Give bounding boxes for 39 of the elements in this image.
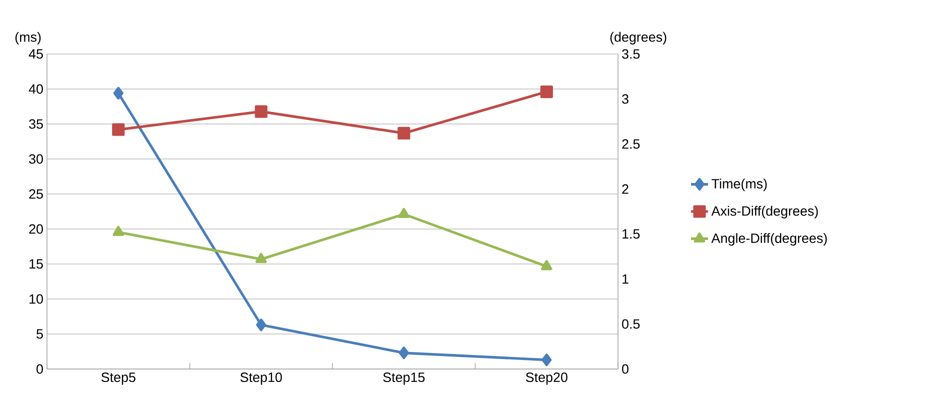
y2-tick-label: 2 [622,184,628,194]
y-tick-label: 5 [36,329,43,339]
point [398,126,410,140]
legend-label: Angle-Diff(degrees) [711,233,827,246]
y-tick-label: 30 [29,154,43,164]
y-tick-label: 45 [28,49,43,59]
x-tick-label: Step15 [383,372,425,385]
point [112,226,124,236]
point [542,354,552,366]
point [112,123,125,136]
y2-tick-label: 1.5 [622,229,640,239]
x-tick-label: Step10 [240,372,282,385]
y2-tick-label: 0 [622,364,628,374]
y-tick-label: 20 [29,224,43,234]
x-tick-label: Step5 [101,372,136,385]
point [254,105,268,118]
point [398,346,409,360]
point [541,260,552,270]
x-tick-label: Step20 [526,372,568,385]
y2-tick-label: 2.5 [622,139,640,149]
y-tick-label: 15 [30,259,43,269]
y2-tick-label: 3.5 [622,49,640,59]
y-tick-label: 25 [29,189,43,199]
y-axis-title: (ms) [15,32,41,44]
y-tick-label: 35 [29,119,43,129]
legend-label: Time(ms) [712,178,767,192]
y2-tick-label: 0.5 [622,319,640,329]
y2-tick-label: 3 [622,94,628,104]
point [256,318,266,332]
y-tick-label: 0 [36,364,43,374]
point [113,86,124,100]
point [255,252,267,263]
y-tick-label: 10 [30,294,43,304]
y-tick-label: 40 [28,84,43,94]
point [540,85,553,98]
point [398,208,410,218]
y2-axis-title: (degrees) [610,32,666,44]
y2-tick-label: 1 [622,274,628,284]
legend-label: Axis-Diff(degrees) [711,206,818,218]
